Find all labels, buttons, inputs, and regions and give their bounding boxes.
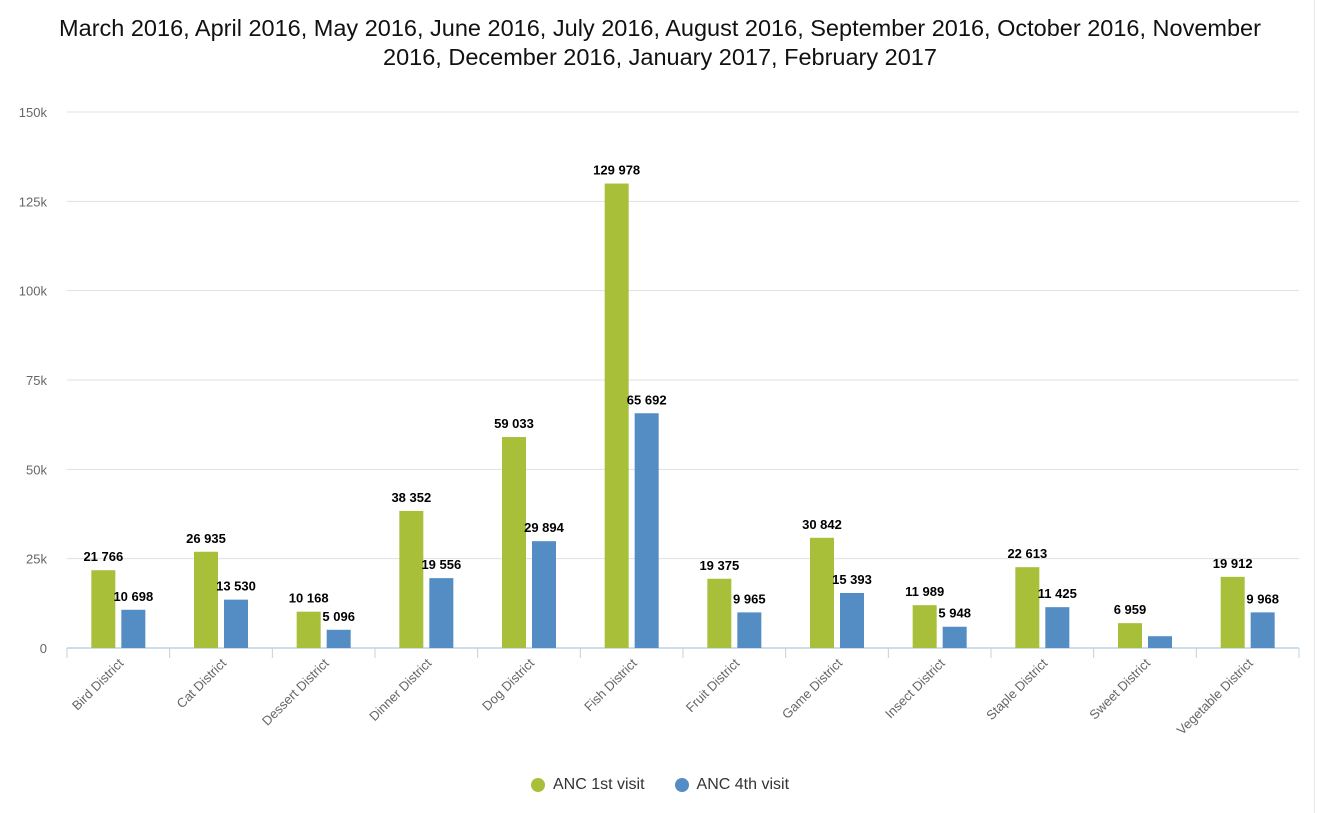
bar-anc-1st-visit (604, 183, 629, 648)
y-tick-label: 50k (26, 462, 47, 477)
x-tick-label: Staple District (983, 655, 1051, 723)
data-label: 21 766 (83, 549, 123, 564)
x-tick-label: Bird District (69, 655, 127, 713)
x-tick-label: Fish District (581, 655, 640, 714)
x-tick-label: Fruit District (683, 655, 743, 715)
x-tick-label: Game District (779, 655, 846, 722)
bar-anc-1st-visit (707, 578, 732, 648)
legend-label-series-1: ANC 1st visit (552, 776, 645, 793)
bar-anc-4th-visit (1045, 607, 1070, 648)
data-label: 9 965 (733, 591, 766, 606)
data-label: 15 393 (832, 572, 872, 587)
x-tick-label: Sweet District (1086, 655, 1153, 722)
legend-item-series-2[interactable]: ANC 4th visit (674, 776, 790, 794)
data-label: 5 948 (938, 606, 971, 621)
data-label: 13 530 (216, 579, 256, 594)
bar-anc-1st-visit (399, 510, 424, 648)
frame-edge (1314, 0, 1315, 813)
data-label: 65 692 (627, 392, 667, 407)
y-tick-label: 25k (26, 552, 47, 567)
data-label: 6 959 (1114, 602, 1147, 617)
bar-anc-4th-visit (737, 612, 762, 648)
bar-anc-4th-visit (429, 578, 454, 648)
bar-anc-4th-visit (634, 413, 659, 648)
data-label: 19 375 (699, 558, 739, 573)
x-tick-label: Dog District (479, 655, 537, 713)
bar-anc-4th-visit (121, 609, 146, 648)
bar-anc-1st-visit (1220, 576, 1245, 648)
bar-anc-4th-visit (224, 599, 248, 648)
bar-anc-1st-visit (194, 551, 218, 648)
bar-anc-1st-visit (1118, 623, 1142, 648)
y-tick-label: 150k (19, 105, 48, 120)
data-label: 10 698 (113, 589, 153, 604)
bar-anc-1st-visit (912, 605, 937, 648)
bar-anc-4th-visit (532, 541, 556, 648)
legend-item-series-1[interactable]: ANC 1st visit (530, 776, 645, 794)
data-label: 11 425 (1038, 586, 1077, 601)
bar-anc-4th-visit (942, 626, 967, 648)
y-tick-label: 125k (19, 194, 48, 209)
y-tick-label: 0 (40, 641, 47, 656)
data-label: 10 168 (289, 591, 329, 606)
chart-title: March 2016, April 2016, May 2016, June 2… (59, 15, 1261, 70)
bar-anc-1st-visit (1015, 567, 1040, 648)
data-label: 29 894 (524, 520, 565, 535)
data-label: 129 978 (593, 163, 640, 178)
x-tick-label: Cat District (174, 655, 230, 711)
data-label: 22 613 (1007, 546, 1047, 561)
legend-marker-series-1 (530, 778, 545, 792)
data-label: 5 096 (322, 609, 355, 624)
data-label: 38 352 (391, 490, 431, 505)
legend-label-series-2: ANC 4th visit (696, 776, 790, 793)
bar-anc-4th-visit (326, 629, 351, 648)
bar-anc-4th-visit (840, 592, 864, 648)
x-tick-label: Vegetable District (1174, 655, 1256, 737)
data-label: 9 968 (1246, 591, 1279, 606)
data-label: 19 556 (421, 557, 461, 572)
legend-marker-series-2 (674, 778, 689, 792)
bar-anc-1st-visit (91, 570, 116, 648)
legend: ANC 1st visit ANC 4th visit (0, 776, 1320, 794)
bar-anc-4th-visit (1148, 636, 1172, 648)
x-tick-label: Dessert District (259, 655, 332, 728)
data-label: 26 935 (186, 531, 226, 546)
bar-anc-1st-visit (296, 611, 321, 648)
data-label: 11 989 (905, 584, 944, 599)
data-label: 19 912 (1213, 556, 1253, 571)
data-label: 59 033 (494, 416, 534, 431)
x-tick-label: Dinner District (366, 655, 435, 724)
bar-anc-4th-visit (1250, 612, 1275, 648)
y-tick-label: 100k (19, 284, 48, 299)
x-tick-label: Insect District (882, 655, 948, 721)
data-label: 30 842 (802, 517, 842, 532)
y-tick-label: 75k (26, 373, 47, 388)
bar-anc-1st-visit (810, 537, 834, 648)
bar-anc-1st-visit (502, 437, 526, 648)
